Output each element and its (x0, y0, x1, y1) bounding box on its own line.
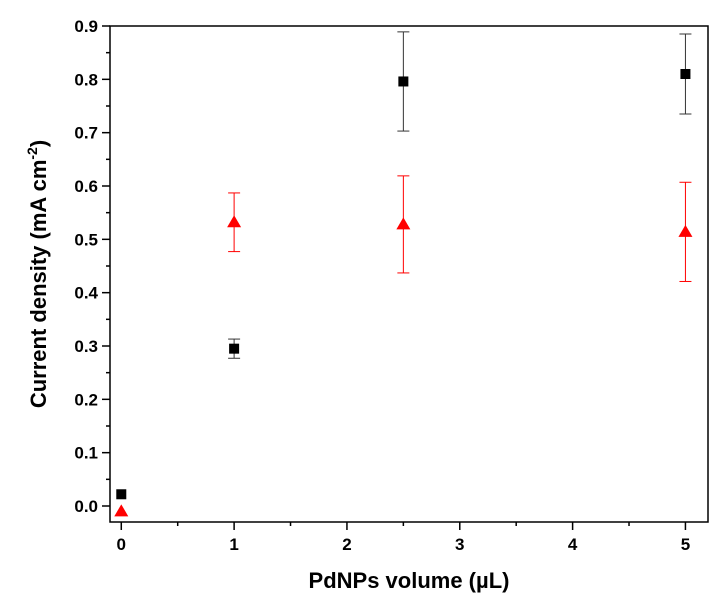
y-axis-title: Current density (mA cm-2) (24, 140, 51, 408)
y-axis-title-suffix: ) (26, 140, 51, 147)
x-tick-label: 3 (455, 535, 464, 554)
x-tick-label: 5 (681, 535, 690, 554)
x-tick-label: 2 (342, 535, 351, 554)
y-tick-label: 0.1 (74, 444, 98, 463)
y-tick-label: 0.5 (74, 230, 98, 249)
data-point-triangle (227, 215, 242, 228)
y-axis-title-superscript: -2 (24, 147, 40, 160)
error-bars (228, 31, 692, 359)
data-point-square (398, 76, 409, 87)
y-axis-ticks: 0.0 0.1 0.2 0.3 0.4 0.5 0.6 0.7 0.8 0.9 (74, 17, 110, 516)
y-tick-label: 0.6 (74, 177, 98, 196)
data-point-triangle (114, 504, 129, 517)
data-point-square (680, 69, 691, 79)
x-tick-label: 1 (229, 535, 238, 554)
y-tick-label: 0.3 (74, 337, 98, 356)
x-tick-label: 4 (568, 535, 578, 554)
plot-frame (109, 25, 709, 523)
y-tick-label: 0.8 (74, 70, 98, 89)
data-point-square (229, 343, 240, 354)
data-markers (114, 69, 693, 517)
data-point-triangle (396, 217, 411, 230)
x-axis-ticks: 0 1 2 3 4 5 (117, 522, 690, 554)
x-tick-label: 0 (117, 535, 126, 554)
y-tick-label: 0.4 (74, 284, 98, 303)
y-tick-label: 0.9 (74, 17, 98, 36)
data-point-square (116, 489, 127, 500)
y-tick-label: 0.7 (74, 124, 98, 143)
data-point-triangle (678, 224, 693, 237)
x-axis-title: PdNPs volume (µL) (309, 568, 510, 593)
y-axis-title-main: Current density (mA cm (26, 160, 51, 409)
y-tick-label: 0.0 (74, 497, 98, 516)
y-tick-label: 0.2 (74, 390, 98, 409)
